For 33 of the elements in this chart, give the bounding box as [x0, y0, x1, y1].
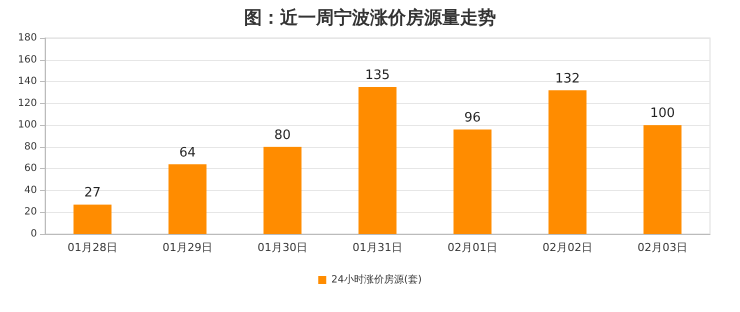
y-tick-label: 60: [24, 163, 37, 174]
x-tick-label: 02月03日: [638, 241, 688, 254]
y-tick-label: 180: [18, 32, 37, 44]
bar: [644, 125, 682, 234]
y-tick-label: 0: [30, 228, 37, 240]
y-tick-label: 80: [24, 141, 37, 152]
bar: [168, 164, 206, 234]
legend-label: 24小时涨价房源(套): [331, 274, 422, 286]
y-tick-label: 120: [18, 98, 37, 109]
y-tick-label: 140: [18, 76, 37, 88]
x-tick-label: 01月31日: [352, 241, 402, 254]
x-tick-label: 01月30日: [258, 241, 308, 254]
data-label: 135: [365, 68, 390, 83]
y-tick-label: 100: [18, 120, 37, 131]
bar: [358, 87, 396, 234]
bar: [548, 90, 586, 234]
x-tick-label: 02月02日: [542, 241, 592, 254]
data-label: 96: [464, 110, 481, 126]
x-tick-label: 02月01日: [448, 241, 498, 254]
data-label: 64: [179, 145, 196, 160]
bar: [454, 129, 492, 234]
bar: [264, 146, 302, 234]
y-tick-label: 20: [24, 206, 37, 218]
data-label: 100: [650, 106, 675, 122]
y-tick-label: 160: [18, 54, 37, 66]
data-label: 27: [84, 186, 101, 201]
data-label: 132: [555, 71, 580, 86]
bar: [74, 204, 112, 234]
x-tick-label: 01月29日: [162, 241, 212, 254]
y-tick-label: 40: [24, 184, 37, 196]
data-label: 80: [274, 128, 291, 143]
x-tick-label: 01月28日: [68, 241, 118, 254]
chart-title: 图：近一周宁波涨价房源量走势: [244, 8, 496, 28]
